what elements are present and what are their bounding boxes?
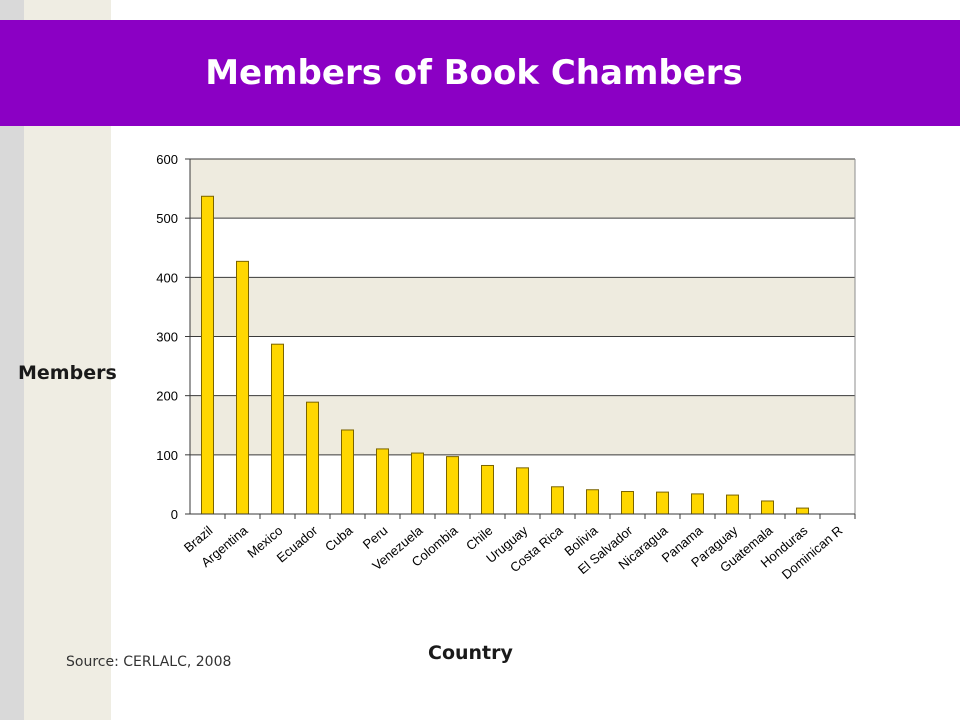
plot-band (190, 218, 855, 278)
plot-band (190, 395, 855, 455)
y-tick-label: 400 (156, 270, 178, 285)
y-tick-label: 100 (156, 448, 178, 463)
bar (201, 195, 214, 515)
plot-band (190, 159, 855, 219)
bar (376, 448, 389, 515)
bar (446, 456, 459, 515)
bar (621, 491, 634, 515)
bar (761, 500, 774, 515)
bar (341, 429, 354, 515)
bars (201, 195, 809, 515)
bar (586, 489, 599, 515)
plot-band (190, 277, 855, 337)
y-tick-label: 200 (156, 389, 178, 404)
title-band: Members of Book Chambers (0, 20, 960, 126)
y-tick-labels: 0 100 200 300 400 500 600 (156, 152, 178, 522)
bar (656, 491, 669, 515)
bar (411, 452, 424, 515)
bar (481, 464, 494, 515)
bar (236, 260, 249, 515)
bar (796, 507, 809, 515)
bar (516, 467, 529, 515)
bar (551, 486, 564, 515)
bar (306, 401, 319, 515)
y-axis-label: Members (18, 362, 117, 384)
axes (185, 158, 856, 519)
source-note: Source: CERLALC, 2008 (66, 654, 232, 670)
bar (726, 494, 739, 515)
page-title: Members of Book Chambers (205, 53, 743, 93)
bar (691, 493, 704, 515)
plot-band (190, 336, 855, 396)
y-tick-label: 300 (156, 330, 178, 345)
x-axis-label: Country (428, 642, 513, 664)
x-tick-label: Cuba (322, 522, 356, 554)
y-tick-label: 0 (171, 507, 178, 522)
y-tick-label: 500 (156, 211, 178, 226)
bar (271, 343, 284, 515)
y-tick-label: 600 (156, 152, 178, 167)
